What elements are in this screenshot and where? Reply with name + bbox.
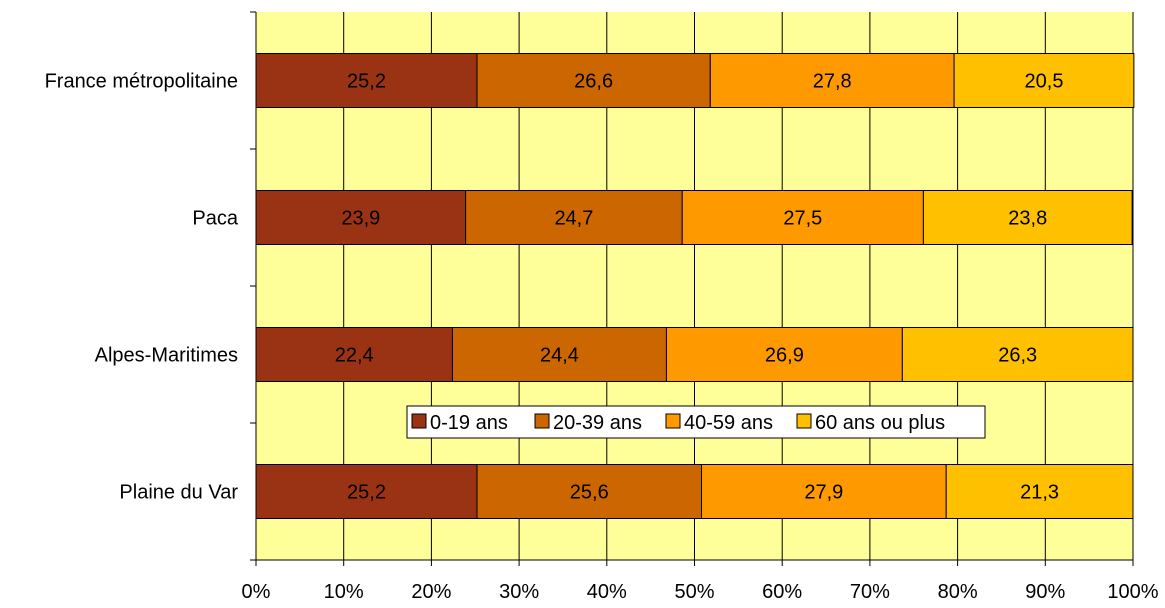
bar-segment xyxy=(681,190,924,245)
data-label: 25,2 xyxy=(347,71,386,93)
x-tick-label: 30% xyxy=(499,581,539,603)
data-label: 27,8 xyxy=(813,71,852,93)
bar-segment xyxy=(701,464,947,519)
legend-label: 40-59 ans xyxy=(684,412,773,434)
x-tick-label: 60% xyxy=(762,581,802,603)
data-label: 23,9 xyxy=(341,208,380,230)
legend-label: 60 ans ou plus xyxy=(815,412,945,434)
data-label: 24,7 xyxy=(554,208,593,230)
data-label: 20,5 xyxy=(1025,71,1064,93)
data-label: 26,6 xyxy=(574,71,613,93)
value-labels: 25,2 26,6 27,8 20,5 23,9 24,7 27,5 23,8 22,4 24,4… xyxy=(335,71,1064,504)
x-tick-label: 50% xyxy=(674,581,714,603)
x-tick-label: 0% xyxy=(242,581,271,603)
bar-segment xyxy=(255,53,478,108)
x-tick-labels: 0% 10% 20% 30% 40% 50% 60% 70% 80% 90% 100% xyxy=(242,581,1159,603)
x-tick-label: 10% xyxy=(324,581,364,603)
bar-segment xyxy=(451,327,667,382)
bar-segment xyxy=(953,53,1135,108)
bar-segment xyxy=(665,327,903,382)
data-label: 25,6 xyxy=(570,482,609,504)
legend-label: 0-19 ans xyxy=(430,412,508,434)
bar-segment xyxy=(476,464,703,519)
bar-segment xyxy=(945,464,1134,519)
bar-segment xyxy=(922,190,1133,245)
bar-segment xyxy=(476,53,711,108)
data-label: 23,8 xyxy=(1008,208,1047,230)
legend-swatch xyxy=(665,413,681,429)
x-tick-label: 100% xyxy=(1107,581,1158,603)
x-tick-label: 40% xyxy=(587,581,627,603)
x-tick-label: 20% xyxy=(411,581,451,603)
category-label: Plaine du Var xyxy=(119,482,238,504)
category-label: Alpes-Maritimes xyxy=(95,345,238,367)
axes xyxy=(250,11,1134,566)
data-label: 21,3 xyxy=(1020,482,1059,504)
data-label: 26,9 xyxy=(765,345,804,367)
x-tick-label: 90% xyxy=(1025,581,1065,603)
legend-box xyxy=(406,405,986,439)
category-label: Paca xyxy=(192,208,238,230)
category-labels: France métropolitaine Paca Alpes-Maritimes… xyxy=(45,71,239,504)
legend-swatch xyxy=(796,413,812,429)
data-label: 26,3 xyxy=(998,345,1037,367)
bar-segment xyxy=(255,327,453,382)
data-label: 27,9 xyxy=(804,482,843,504)
data-label: 24,4 xyxy=(540,345,579,367)
category-label: France métropolitaine xyxy=(45,71,238,93)
legend: 0-19 ans 20-39 ans 40-59 ans 60 ans ou plus xyxy=(406,405,986,439)
legend-swatch xyxy=(534,413,550,429)
data-label: 25,2 xyxy=(347,482,386,504)
legend-label: 20-39 ans xyxy=(553,412,642,434)
x-tick-label: 80% xyxy=(938,581,978,603)
data-label: 22,4 xyxy=(335,345,374,367)
bars xyxy=(255,53,1135,519)
data-label: 27,5 xyxy=(783,208,822,230)
bar-segment xyxy=(709,53,955,108)
legend-swatch xyxy=(411,413,427,429)
bar-segment xyxy=(901,327,1134,382)
bar-segment xyxy=(465,190,683,245)
x-tick-label: 70% xyxy=(850,581,890,603)
